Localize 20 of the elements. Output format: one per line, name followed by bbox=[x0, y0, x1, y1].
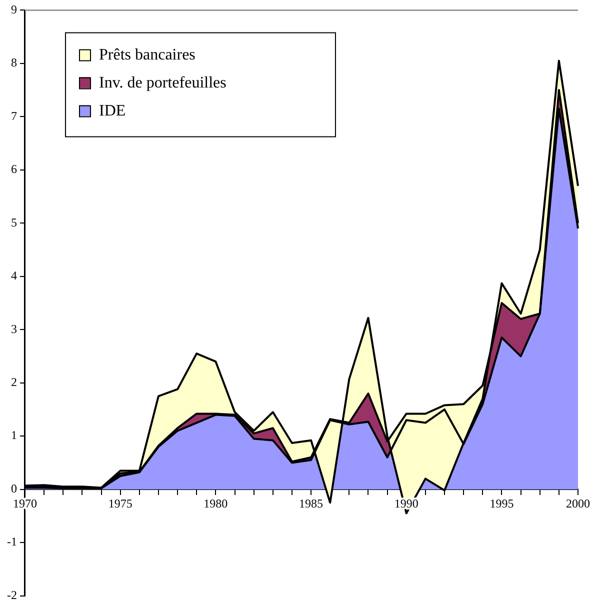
y-tick-label: 6 bbox=[10, 162, 17, 176]
y-tick-label: -2 bbox=[6, 588, 17, 602]
y-tick-label: 1 bbox=[10, 428, 17, 442]
legend-label: Prêts bancaires bbox=[98, 46, 196, 64]
x-tick-label: 1995 bbox=[490, 496, 514, 510]
legend-label: Inv. de portefeuilles bbox=[98, 74, 226, 92]
y-tick-label: 5 bbox=[10, 215, 17, 230]
y-tick-label: 9 bbox=[10, 2, 17, 16]
y-tick-label: 3 bbox=[10, 322, 17, 336]
x-tick-label: 1985 bbox=[299, 496, 324, 510]
x-tick-label: 1975 bbox=[108, 496, 132, 510]
y-tick-label: 0 bbox=[10, 481, 17, 496]
y-tick-label: -1 bbox=[6, 534, 17, 549]
y-tick-label: 4 bbox=[10, 268, 17, 283]
y-tick-label: 2 bbox=[10, 375, 17, 390]
legend-label: IDE bbox=[98, 102, 126, 120]
y-tick-label: 8 bbox=[10, 56, 17, 70]
x-tick-label: 2000 bbox=[566, 496, 590, 510]
x-tick-label: 1980 bbox=[204, 496, 228, 510]
y-tick-label: 7 bbox=[10, 108, 17, 123]
